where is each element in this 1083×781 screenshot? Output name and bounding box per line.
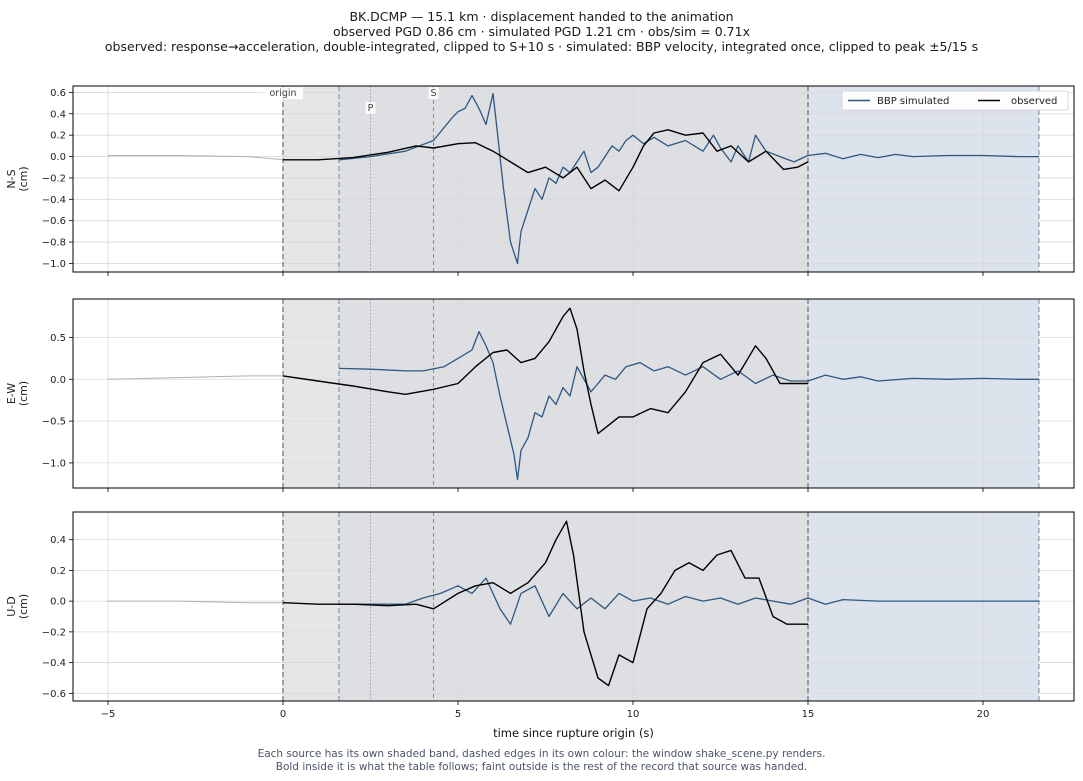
observed-window-band [283, 86, 339, 272]
series-line-observed [282, 307, 808, 435]
series-line-simulated [338, 92, 1039, 265]
y-tick-label: −0.6 [42, 689, 66, 700]
marker-label-bg [365, 102, 376, 114]
panel-2: −1.0 −0.5 0.0 0.5 E-W(cm) [5, 298, 1075, 492]
x-tick-label: 10 [627, 709, 640, 720]
panel-frame [72, 298, 1075, 489]
chart-subtitle-pgd: observed PGD 0.86 cm · simulated PGD 1.2… [333, 24, 750, 39]
series-line-simulated [339, 577, 1039, 625]
y-tick-label: −0.8 [42, 238, 66, 249]
legend-label-simulated: BBP simulated [877, 96, 949, 107]
y-tick-label: −0.5 [42, 417, 66, 428]
marker-label-s: S [430, 88, 436, 99]
y-tick-label: −0.4 [42, 195, 66, 206]
window-overlap-band [339, 299, 808, 488]
marker-label-bg [263, 87, 303, 99]
chart-title: BK.DCMP — 15.1 km · displacement handed … [349, 9, 734, 24]
x-tick-label: −5 [101, 709, 116, 720]
series-line-faint [107, 375, 283, 380]
footnote-line-2: Bold inside it is what the table follows… [275, 761, 808, 773]
x-tick-label: 20 [977, 709, 990, 720]
y-tick-label: 0.0 [50, 597, 66, 608]
y-tick-label: −0.4 [42, 658, 66, 669]
legend-frame [841, 90, 1069, 111]
y-axis-label-line: N-S [5, 169, 18, 188]
marker-label-p: P [368, 103, 374, 114]
y-tick-label: −0.2 [42, 173, 66, 184]
y-tick-label: −1.0 [42, 458, 66, 469]
marker-label-origin: origin [269, 88, 296, 99]
chart-subtitle-processing: observed: response→acceleration, double-… [104, 39, 979, 54]
y-tick-label: −1.0 [42, 259, 66, 270]
y-tick-label: 0.5 [50, 333, 66, 344]
y-tick-label: 0.4 [50, 109, 66, 120]
y-tick-label: 0.0 [50, 375, 66, 386]
panel-frame [72, 511, 1075, 702]
y-axis-label-line: (cm) [17, 594, 30, 619]
y-axis-label-line: (cm) [17, 381, 30, 406]
footnote-line-1: Each source has its own shaded band, das… [257, 748, 826, 760]
y-tick-label: 0.6 [50, 88, 66, 99]
y-axis-label-line: U-D [5, 596, 18, 617]
observed-window-band [283, 512, 339, 701]
window-overlap-band [339, 86, 808, 272]
series-line-faint [108, 600, 283, 604]
panel-1: −1.0 −0.8 −0.6 −0.4 −0.2 0.0 0.2 0.4 0.6 N-S(cm) o… [5, 85, 1075, 276]
y-axis-label: N-S(cm) [5, 166, 30, 191]
series-line-observed [283, 129, 809, 192]
y-tick-label: 0.2 [50, 566, 66, 577]
simulated-window-band [808, 512, 1039, 701]
y-axis-label: U-D(cm) [5, 594, 30, 619]
y-axis-label-line: E-W [5, 383, 18, 404]
y-tick-label: 0.4 [50, 535, 66, 546]
marker-label-bg [428, 87, 439, 99]
window-overlap-band [339, 512, 808, 701]
panel-3: −0.6 −0.4 −0.2 0.0 0.2 0.4 U-D(cm) −5 0 5 10 15 20 ti… [5, 511, 1075, 740]
simulated-window-band [808, 299, 1039, 488]
observed-window-band [283, 299, 339, 488]
x-axis-label: time since rupture origin (s) [493, 726, 654, 740]
y-tick-label: 0.0 [50, 152, 66, 163]
simulated-window-band [808, 86, 1039, 272]
y-tick-label: 0.2 [50, 131, 66, 142]
x-tick-label: 15 [802, 709, 815, 720]
series-line-simulated [338, 330, 1039, 481]
panel-frame [72, 85, 1075, 273]
x-tick-label: 0 [280, 709, 286, 720]
series-line-observed [282, 520, 808, 687]
x-tick-label: 5 [455, 709, 461, 720]
y-axis-label-line: (cm) [17, 166, 30, 191]
y-axis-label: E-W(cm) [5, 381, 30, 406]
legend-label-observed: observed [1011, 96, 1057, 107]
y-tick-label: −0.2 [42, 627, 66, 638]
y-tick-label: −0.6 [42, 216, 66, 227]
series-line-faint [108, 155, 284, 161]
legend: BBP simulated observed [841, 90, 1069, 111]
